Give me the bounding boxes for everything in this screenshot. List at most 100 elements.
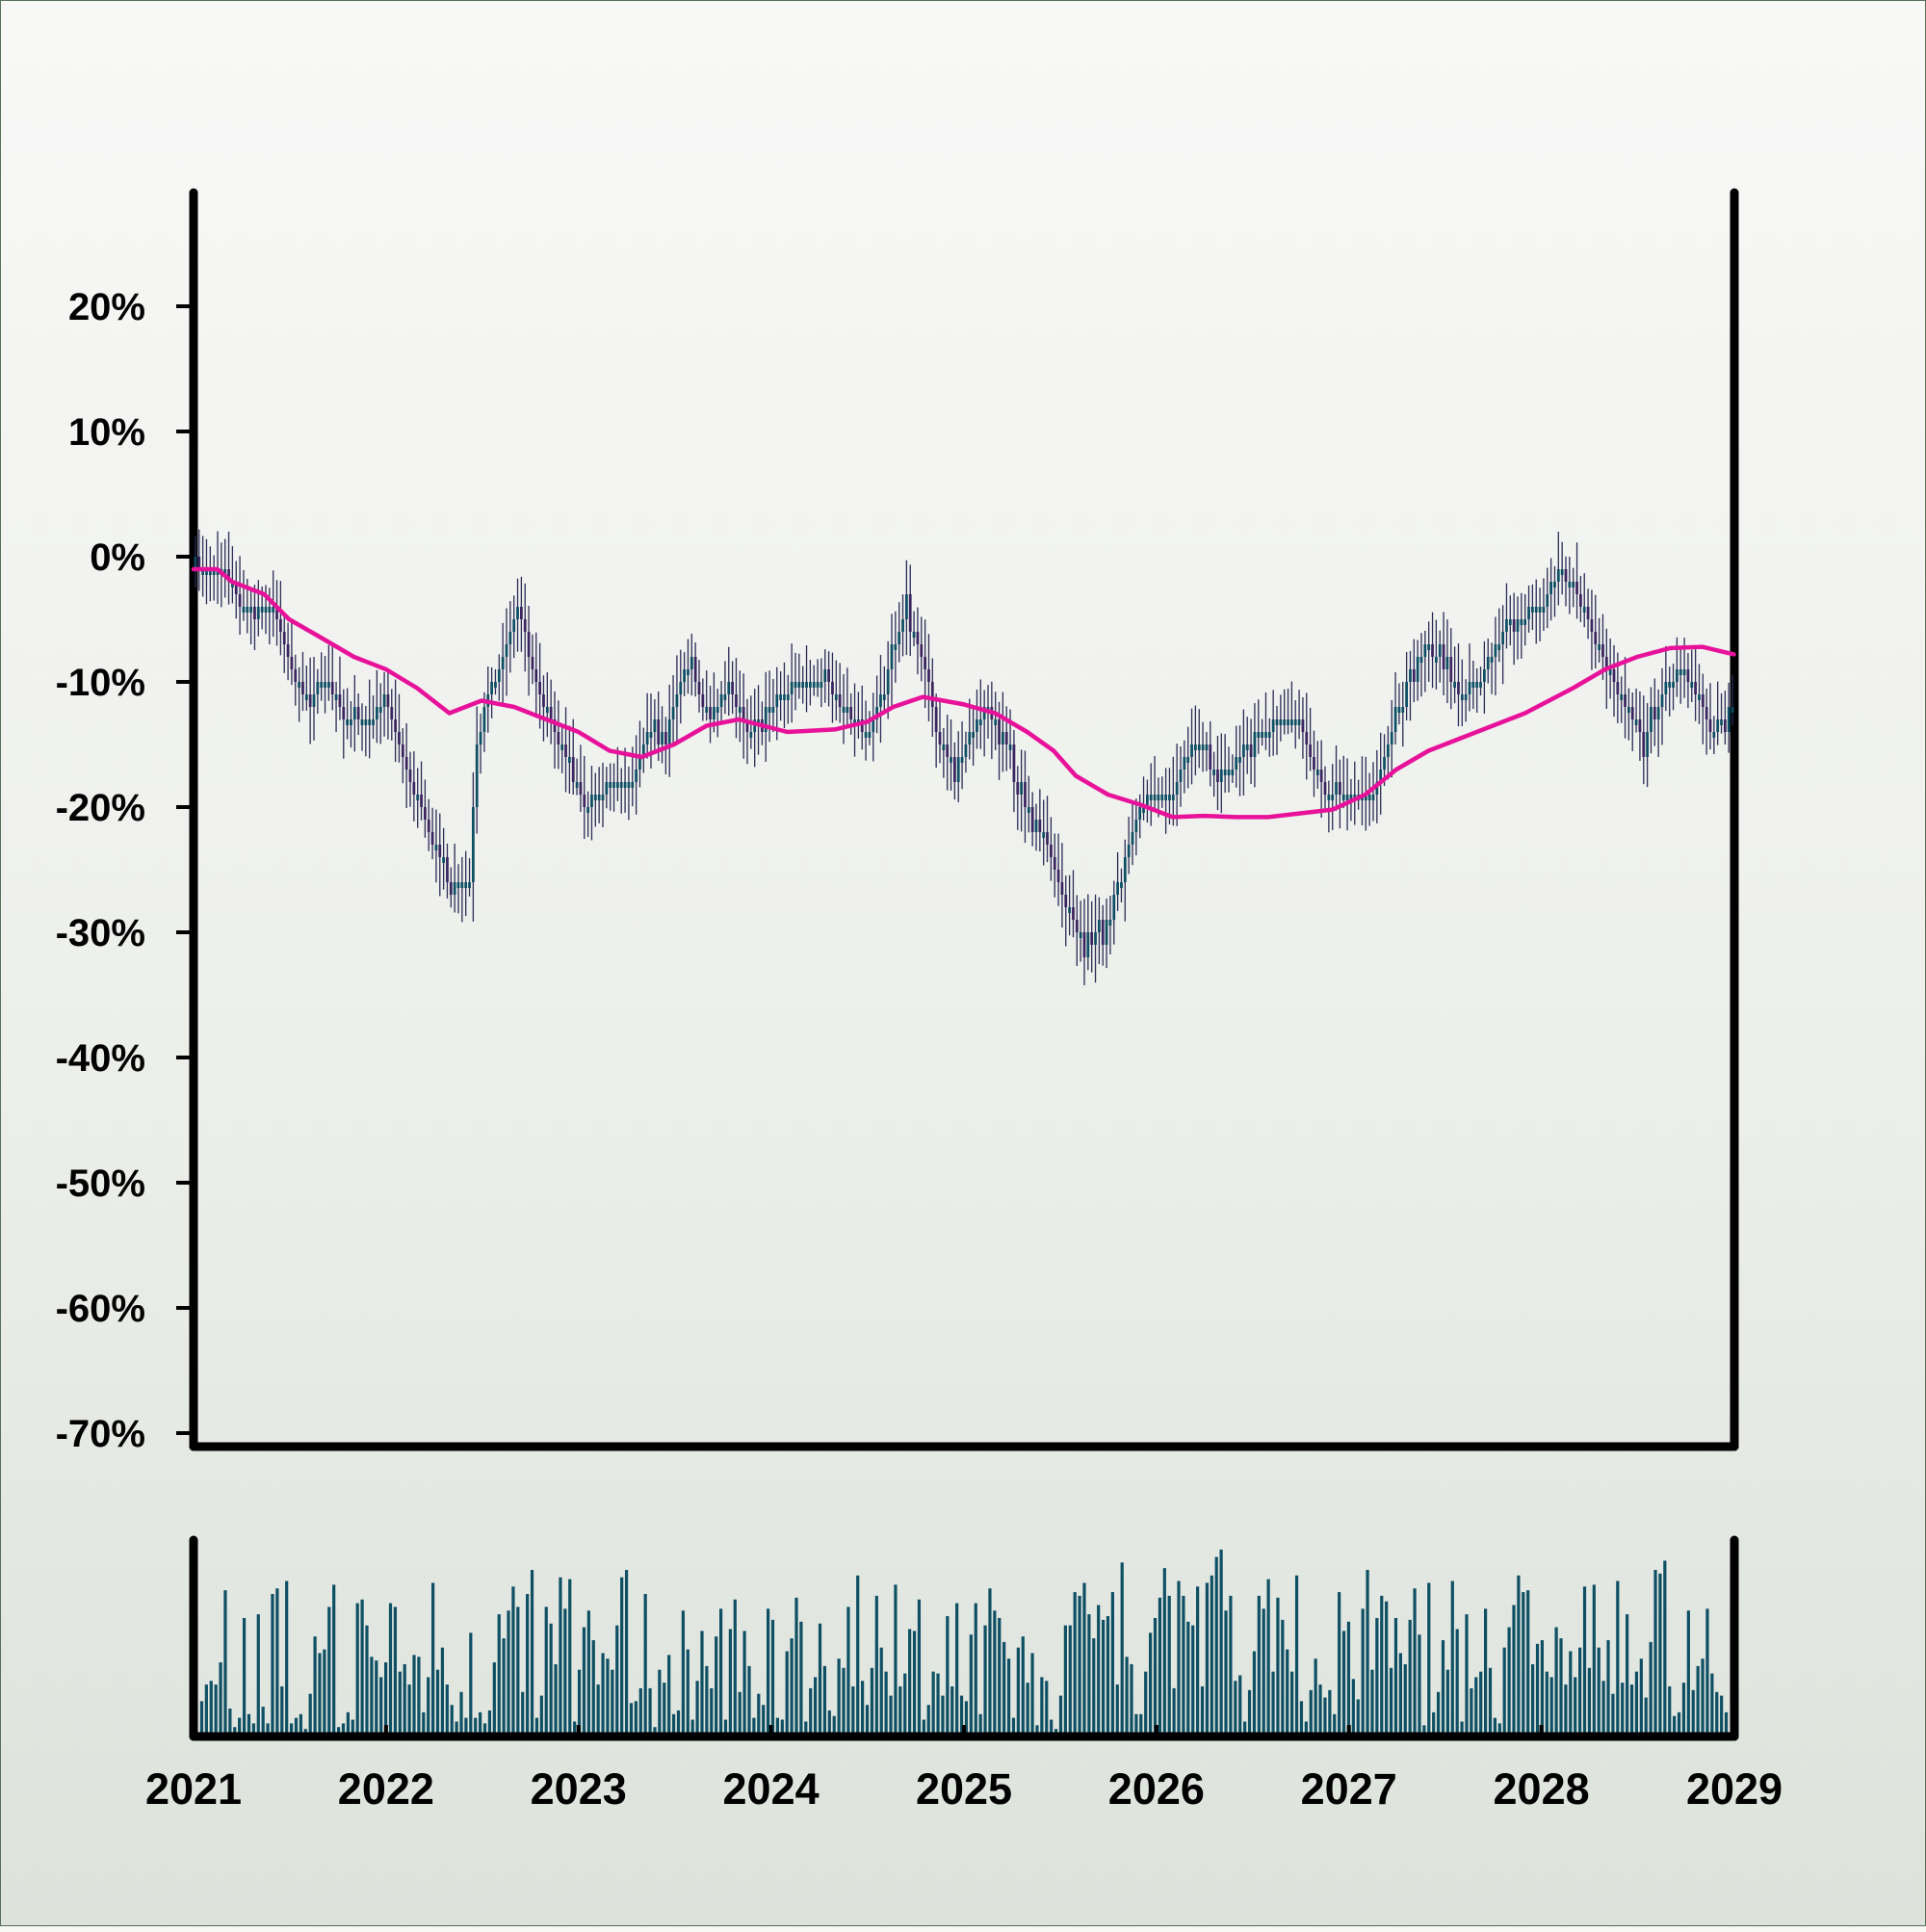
candle-body (1656, 707, 1660, 719)
volume-bar (1106, 1616, 1110, 1733)
volume-bar (1030, 1653, 1034, 1733)
candle-body (1546, 594, 1549, 607)
candle-body (1390, 732, 1393, 744)
candle-body (805, 682, 808, 688)
candle-body (1183, 757, 1186, 770)
volume-bar (794, 1597, 798, 1733)
candle-body (575, 782, 579, 788)
candle-body (1171, 795, 1175, 800)
candle-body (1367, 795, 1371, 800)
candle-body (627, 782, 631, 788)
volume-bar (568, 1579, 572, 1733)
candle-body (1464, 694, 1468, 700)
candle-body (1419, 657, 1423, 663)
volume-bar (549, 1623, 553, 1733)
candle-body (790, 682, 794, 694)
volume-bar (1686, 1610, 1690, 1733)
candle-body (631, 782, 635, 788)
candle-body (352, 707, 356, 719)
volume-bar (846, 1606, 850, 1733)
candle-body (1431, 644, 1434, 657)
volume-bar (563, 1608, 567, 1733)
volume-bar (375, 1660, 378, 1733)
y-tick-label: -20% (56, 787, 145, 829)
volume-bar (1673, 1715, 1677, 1733)
candle-body (1483, 669, 1486, 682)
candle-body (1339, 782, 1341, 795)
volume-bar (1455, 1629, 1459, 1733)
candle-body (223, 569, 227, 575)
candle-body (1242, 744, 1245, 757)
candle-body (1505, 619, 1508, 632)
candle-body (1002, 732, 1004, 744)
volume-bar (1016, 1647, 1020, 1733)
candle-body (338, 694, 342, 707)
volume-bar (1120, 1562, 1124, 1733)
volume-bar (586, 1610, 590, 1733)
volume-bar (502, 1638, 506, 1733)
candle-body (208, 569, 212, 575)
candle-body (549, 707, 553, 719)
volume-bar (530, 1570, 534, 1733)
candle-body (635, 770, 638, 782)
volume-bar (1408, 1619, 1412, 1733)
volume-bar (492, 1662, 496, 1733)
candle-body (1024, 782, 1027, 807)
candle-body (304, 694, 308, 700)
volume-bar (1497, 1723, 1501, 1733)
candle-body (534, 669, 538, 682)
candle-body (479, 732, 482, 744)
volume-bar (403, 1663, 406, 1733)
candle-body (1556, 569, 1560, 582)
candle-body (749, 732, 753, 738)
volume-bar (950, 1686, 954, 1733)
volume-bar (1512, 1605, 1516, 1733)
volume-bar (728, 1629, 732, 1733)
candle-body (1075, 920, 1079, 932)
volume-bar (629, 1703, 634, 1733)
volume-bar (1530, 1663, 1535, 1733)
candle-body (1724, 719, 1727, 732)
candle-body (1401, 707, 1405, 713)
candle-body (1267, 732, 1271, 738)
candle-body (1457, 682, 1460, 694)
candle-body (593, 795, 597, 800)
volume-bar (341, 1723, 346, 1733)
candle-body (1642, 732, 1646, 757)
candle-body (1624, 694, 1627, 707)
candle-body (512, 619, 516, 632)
volume-bar (228, 1709, 232, 1733)
candle-body (408, 770, 412, 782)
volume-bar (1333, 1713, 1337, 1733)
candle-body (1445, 657, 1449, 669)
volume-bar (1549, 1677, 1553, 1733)
candle-body (1627, 707, 1630, 713)
volume-bar (822, 1665, 827, 1733)
candle-body (1020, 782, 1023, 795)
moving-average-line (191, 566, 1736, 820)
candle-body (1105, 920, 1108, 945)
candle-body (1134, 820, 1138, 832)
volume-bar (1097, 1605, 1101, 1733)
candle-body (290, 657, 294, 669)
candle-body (394, 719, 397, 732)
volume-bar (856, 1575, 860, 1733)
candle-body (690, 657, 693, 669)
candle-body (1160, 795, 1164, 800)
candle-body (930, 682, 934, 707)
volume-bar (1309, 1689, 1313, 1733)
volume-bar (827, 1710, 831, 1733)
volume-bar (577, 1669, 582, 1733)
volume-bar (663, 1683, 666, 1733)
volume-bar (638, 1687, 642, 1733)
candle-body (1701, 694, 1705, 707)
volume-bar (1389, 1667, 1393, 1733)
volume-bar (539, 1695, 543, 1733)
candle-body (924, 657, 926, 669)
candle-body (1146, 795, 1149, 807)
candle-body (308, 694, 312, 707)
candle-body (1060, 882, 1064, 895)
candle-body (571, 757, 575, 782)
volume-bar (606, 1658, 610, 1733)
